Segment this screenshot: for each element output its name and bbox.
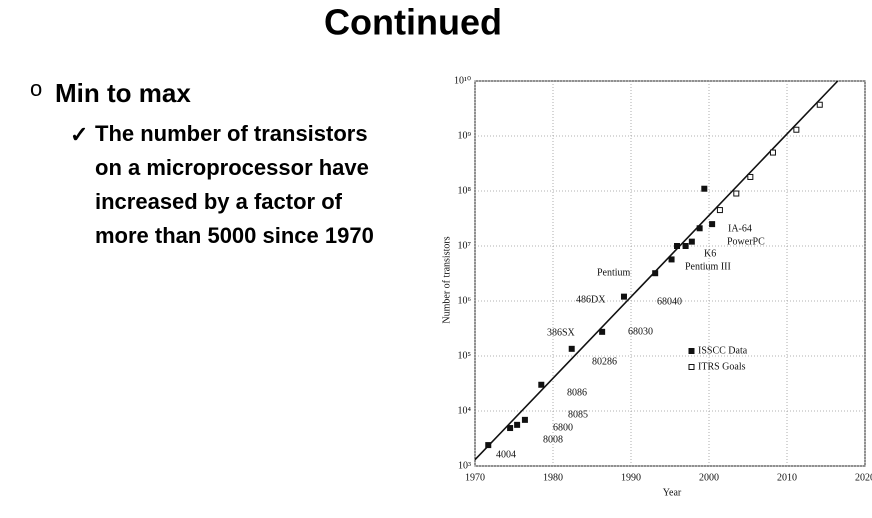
data-point [709,221,716,228]
data-point [668,256,675,263]
legend-label: ITRS Goals [698,361,746,372]
y-tick-label: 10⁶ [458,295,472,306]
annotation: 80286 [592,356,617,367]
annotation: PowerPC [727,236,765,247]
data-point [696,225,703,232]
annotation: 4004 [496,449,516,460]
annotation: 68040 [657,296,682,307]
annotation: Pentium [597,267,631,278]
data-point [514,421,521,428]
data-point [652,270,659,277]
x-tick-label: 1970 [465,472,485,483]
y-tick-label: 10¹⁰ [454,75,471,86]
data-point [716,207,723,214]
y-tick-label: 10⁷ [458,240,472,251]
legend-swatch [688,364,695,370]
y-tick-label: 10⁹ [458,130,472,141]
data-point [507,425,514,432]
y-axis-label: Number of transistors [441,236,452,323]
annotation: IA-64 [728,223,752,234]
y-tick-label: 10³ [458,460,471,471]
annotation: 8085 [568,409,588,420]
annotation: Pentium III [685,261,731,272]
annotation: 386SX [547,327,576,338]
y-tick-label: 10⁴ [458,405,472,416]
bullet: Min to max [55,78,191,108]
subbullet-line: more than 5000 since 1970 [95,223,374,248]
x-tick-label: 2020 [855,472,872,483]
data-point [769,149,776,156]
data-point [485,442,492,449]
legend-swatch [688,348,695,354]
subbullet-line: The number of transistors [95,121,368,146]
plot-frame [474,80,866,467]
data-point [521,416,528,423]
annotation: 6800 [553,422,573,433]
data-point [747,173,754,180]
data-point [599,328,606,335]
subbullet-line: increased by a factor of [95,189,343,214]
annotation: 8008 [543,434,563,445]
x-tick-label: 2010 [777,472,797,483]
x-axis-label: Year [663,487,682,498]
data-point [816,101,823,108]
x-tick-label: 2000 [699,472,719,483]
data-point [682,243,689,249]
y-tick-label: 10⁵ [458,350,472,361]
slide-title: Continued [324,2,502,43]
data-point [620,293,627,300]
legend-label: ISSCC Data [698,345,748,356]
data-point [701,185,708,192]
annotation: 486DX [576,294,606,305]
subbullet-line: on a microprocessor have [95,155,369,180]
data-point [568,345,575,352]
annotation: 68030 [628,326,653,337]
check-marker: ✓ [70,122,88,147]
annotation: 8086 [567,387,587,398]
data-point [793,126,800,133]
data-point [674,243,681,249]
data-point [688,238,695,245]
x-tick-label: 1980 [543,472,563,483]
y-tick-label: 10⁸ [458,185,472,196]
bullet-marker: o [30,76,42,101]
data-point [733,190,740,197]
data-point [538,381,545,388]
annotation: K6 [704,248,716,259]
x-tick-label: 1990 [621,472,641,483]
